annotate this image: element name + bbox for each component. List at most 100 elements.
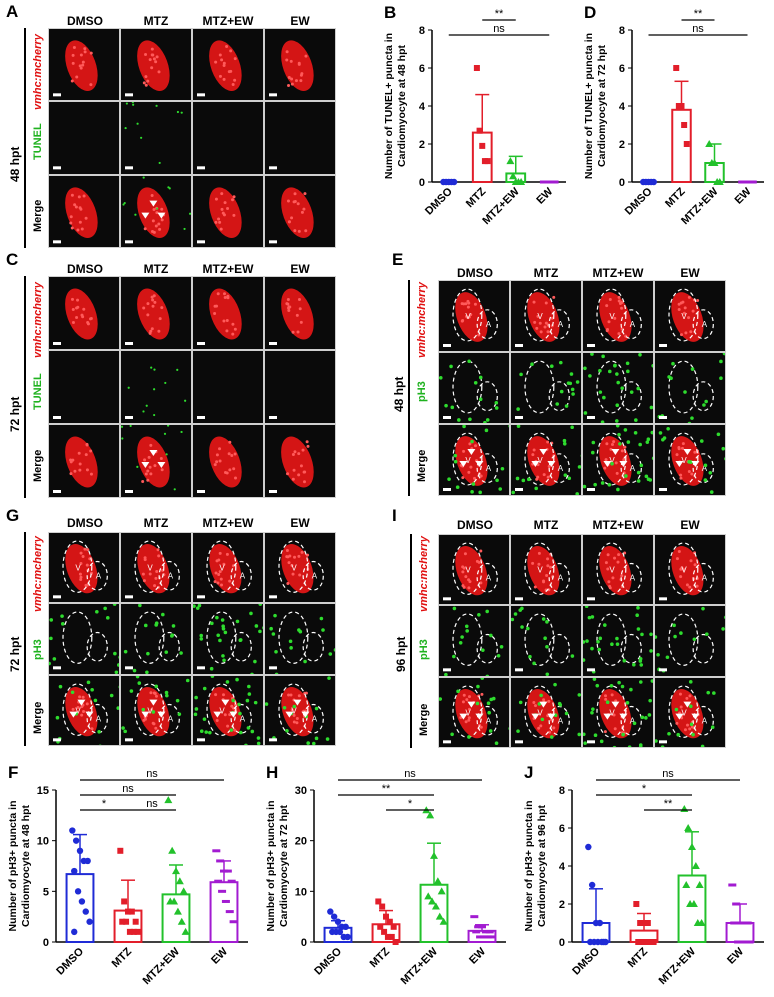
green-punctum: [470, 490, 474, 494]
green-punctum: [179, 652, 183, 656]
x-tick-label: MTZ: [110, 945, 135, 970]
cell-texture: [152, 219, 155, 222]
cell-texture: [542, 579, 545, 582]
row-bracket: [24, 532, 26, 746]
cell-texture: [604, 697, 607, 700]
cell-texture: [297, 473, 300, 476]
green-punctum: [453, 454, 457, 458]
cell-texture: [144, 227, 147, 230]
green-punctum: [655, 739, 658, 743]
cell-texture: [155, 694, 158, 697]
micrograph: VA: [655, 678, 726, 748]
green-punctum: [639, 464, 643, 468]
green-punctum: [563, 442, 567, 446]
cell-texture: [298, 298, 301, 301]
ventricle-label: V: [609, 708, 615, 717]
cell-texture: [153, 57, 156, 60]
y-axis-label: Number of TUNEL+ puncta inCardiomyocyte …: [583, 33, 608, 179]
green-punctum: [297, 629, 301, 633]
data-point: [692, 862, 700, 869]
cell-texture: [217, 217, 220, 220]
green-punctum: [591, 615, 595, 619]
green-punctum: [189, 212, 191, 214]
green-punctum: [519, 373, 523, 377]
green-punctum: [578, 465, 582, 469]
significance-label: **: [694, 8, 703, 20]
green-punctum: [704, 478, 708, 482]
atrium-label: A: [486, 320, 492, 329]
green-punctum: [690, 416, 694, 420]
y-tick-label: 6: [619, 63, 625, 75]
x-tick-label: EW: [534, 185, 555, 206]
y-tick-label: 0: [559, 937, 565, 949]
data-point: [228, 880, 236, 883]
green-punctum: [615, 419, 619, 423]
cell-texture: [467, 306, 470, 309]
green-punctum: [592, 441, 596, 445]
scale-bar: [53, 595, 61, 598]
green-punctum: [235, 677, 239, 681]
green-punctum: [326, 737, 330, 741]
cell-texture: [618, 296, 621, 299]
cell-texture: [90, 52, 93, 55]
cell-texture: [616, 561, 619, 564]
green-punctum: [481, 649, 485, 653]
green-punctum: [571, 655, 575, 659]
cell-texture: [72, 707, 75, 710]
cell-texture: [220, 58, 223, 61]
micrograph: [655, 353, 726, 424]
heart-ventricle: [275, 432, 320, 492]
cell-texture: [73, 46, 76, 49]
green-punctum: [516, 729, 520, 733]
scale-bar: [125, 490, 133, 493]
heart-ventricle: [59, 183, 104, 242]
cell-texture: [287, 199, 290, 202]
green-punctum: [495, 741, 499, 745]
cell-texture: [81, 64, 84, 67]
cell-texture: [293, 720, 296, 723]
significance-label: ns: [493, 23, 505, 35]
cell-texture: [287, 84, 290, 87]
scale-bar: [587, 597, 595, 600]
green-punctum: [444, 404, 448, 408]
micrograph: VA: [121, 676, 192, 746]
micrograph-tile: [264, 276, 336, 350]
cell-texture: [301, 551, 304, 554]
green-punctum: [705, 633, 709, 637]
cell-texture: [297, 452, 300, 455]
data-point: [602, 939, 608, 945]
green-punctum: [528, 655, 532, 659]
green-punctum: [679, 632, 683, 636]
cell-texture: [83, 548, 86, 551]
heart-ventricle: [593, 288, 638, 347]
green-punctum: [200, 729, 204, 733]
green-punctum: [498, 487, 502, 491]
micrograph-tile: [48, 350, 120, 424]
cell-texture: [232, 467, 235, 470]
cell-texture: [233, 195, 236, 198]
cell-texture: [78, 469, 81, 472]
green-punctum: [477, 613, 481, 617]
green-punctum: [137, 681, 141, 685]
row-label-ph3: pH3: [32, 639, 44, 660]
green-punctum: [648, 698, 652, 702]
atrium-label: A: [702, 716, 708, 725]
cell-texture: [463, 693, 466, 696]
green-punctum: [269, 627, 273, 631]
scale-bar: [125, 667, 133, 670]
green-punctum: [453, 607, 457, 611]
micrograph-tile: [120, 175, 192, 248]
cell-texture: [606, 328, 609, 331]
data-point: [682, 881, 690, 888]
data-point: [168, 847, 176, 854]
micrograph-tile: [438, 352, 510, 424]
atrium-label: A: [240, 714, 246, 723]
green-punctum: [590, 353, 594, 356]
scale-bar: [269, 490, 277, 493]
atrium-label: A: [702, 574, 708, 583]
cell-texture: [678, 447, 681, 450]
cell-texture: [293, 450, 296, 453]
green-punctum: [638, 353, 642, 357]
